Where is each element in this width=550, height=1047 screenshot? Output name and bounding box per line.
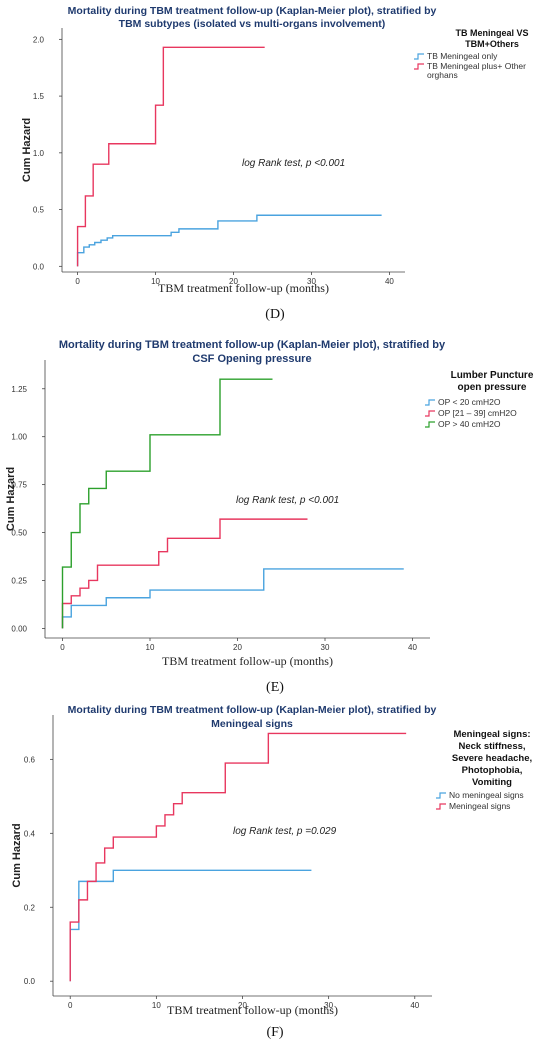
- x-tick-label: 30: [321, 643, 330, 652]
- y-tick-label: 0.2: [24, 903, 36, 912]
- y-tick-label: 0.4: [24, 829, 36, 838]
- y-tick-label: 1.25: [11, 385, 27, 394]
- legend-title-line: Lumber Puncture: [451, 370, 534, 381]
- x-tick-label: 40: [385, 277, 394, 286]
- legend-title-line: open pressure: [458, 382, 527, 393]
- legend-swatch-3: [425, 421, 435, 428]
- y-axis-label: Cum Hazard: [21, 118, 33, 182]
- x-axis-label: TBM treatment follow-up (months): [158, 281, 329, 295]
- panel-e: Mortality during TBM treatment follow-up…: [0, 335, 550, 700]
- legend-label-2: OP [21 – 39] cmH2O: [438, 408, 517, 418]
- x-tick-label: 20: [233, 643, 242, 652]
- legend-title-line: Photophobia,: [462, 765, 523, 776]
- series-line-2: [69, 732, 407, 982]
- x-tick-label: 10: [151, 277, 160, 286]
- chart-f: Mortality during TBM treatment follow-up…: [11, 704, 532, 1040]
- legend-label-1: TB Meningeal only: [427, 51, 498, 61]
- x-tick-label: 0: [68, 1001, 73, 1010]
- logrank-annotation: log Rank test, p <0.001: [236, 495, 339, 506]
- y-tick-label: 0.0: [33, 262, 45, 271]
- logrank-annotation: log Rank test, p <0.001: [242, 158, 345, 169]
- legend-title-line: TBM+Others: [465, 39, 519, 49]
- panel-d: Mortality during TBM treatment follow-up…: [0, 0, 550, 335]
- x-tick-label: 20: [238, 1001, 247, 1010]
- panel-caption: (F): [266, 1025, 283, 1040]
- chart-title-line: TBM subtypes (isolated vs multi-organs i…: [119, 18, 386, 30]
- y-tick-label: 0.0: [24, 977, 36, 986]
- chart-title-line: Mortality during TBM treatment follow-up…: [59, 339, 446, 351]
- series-line-2: [61, 518, 308, 629]
- y-axis-label: Cum Hazard: [5, 467, 17, 531]
- x-tick-label: 40: [410, 1001, 419, 1010]
- y-tick-label: 1.5: [33, 92, 45, 101]
- series-line-1: [69, 869, 312, 982]
- x-tick-label: 20: [229, 277, 238, 286]
- legend-swatch-2: [425, 410, 435, 417]
- legend-swatch-1: [414, 53, 424, 60]
- chart-title-line: Mortality during TBM treatment follow-up…: [68, 5, 437, 17]
- logrank-annotation: log Rank test, p =0.029: [233, 826, 337, 837]
- y-tick-label: 2.0: [33, 35, 45, 44]
- y-axis-label: Cum Hazard: [11, 823, 23, 887]
- x-axis-label: TBM treatment follow-up (months): [162, 654, 333, 668]
- legend-title-line: Meningeal signs:: [453, 729, 530, 740]
- y-tick-label: 0.50: [11, 529, 27, 538]
- legend-label-2: Meningeal signs: [449, 801, 510, 811]
- x-tick-label: 10: [152, 1001, 161, 1010]
- panel-caption: (D): [265, 307, 285, 322]
- legend-label-3: OP > 40 cmH2O: [438, 419, 501, 429]
- legend-swatch-1: [425, 399, 435, 406]
- series-line-1: [76, 214, 382, 267]
- legend-swatch-1: [436, 792, 446, 799]
- chart-e: Mortality during TBM treatment follow-up…: [5, 339, 534, 695]
- x-tick-label: 10: [146, 643, 155, 652]
- legend-title-line: Vomiting: [472, 777, 512, 788]
- legend-label-1: OP < 20 cmH2O: [438, 397, 501, 407]
- panel-f: Mortality during TBM treatment follow-up…: [0, 700, 550, 1047]
- legend-swatch-2: [436, 803, 446, 810]
- legend-label-2: TB Meningeal plus+ Other: [427, 61, 526, 71]
- legend-label-1: No meningeal signs: [449, 790, 524, 800]
- legend-title-line: Neck stiffness,: [458, 741, 525, 752]
- legend-title-line: Severe headache,: [452, 753, 532, 764]
- series-line-2: [76, 46, 265, 267]
- y-tick-label: 0.5: [33, 206, 45, 215]
- x-tick-label: 0: [60, 643, 65, 652]
- y-tick-label: 1.00: [11, 433, 27, 442]
- y-tick-label: 0.00: [11, 624, 27, 633]
- legend-title-line: TB Meningeal VS: [455, 28, 528, 38]
- legend-label-2: orghans: [427, 70, 458, 80]
- y-tick-label: 0.75: [11, 481, 27, 490]
- y-tick-label: 0.6: [24, 755, 36, 764]
- legend-swatch-2: [414, 63, 424, 70]
- series-line-3: [61, 378, 273, 629]
- x-axis-label: TBM treatment follow-up (months): [167, 1003, 338, 1017]
- y-tick-label: 1.0: [33, 149, 45, 158]
- chart-title-line: Meningeal signs: [211, 718, 293, 730]
- x-tick-label: 30: [324, 1001, 333, 1010]
- series-line-1: [61, 568, 404, 629]
- x-tick-label: 0: [75, 277, 80, 286]
- panel-caption: (E): [266, 680, 284, 695]
- y-tick-label: 0.25: [11, 576, 27, 585]
- x-tick-label: 40: [408, 643, 417, 652]
- chart-title-line: CSF Opening pressure: [192, 353, 311, 365]
- x-tick-label: 30: [307, 277, 316, 286]
- chart-d: Mortality during TBM treatment follow-up…: [21, 5, 529, 322]
- chart-title-line: Mortality during TBM treatment follow-up…: [68, 704, 437, 716]
